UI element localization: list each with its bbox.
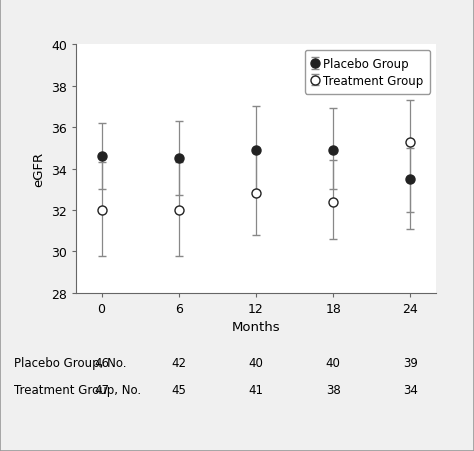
Text: 39: 39 bbox=[403, 357, 418, 369]
Text: 46: 46 bbox=[94, 357, 109, 369]
Text: Treatment Group, No.: Treatment Group, No. bbox=[14, 384, 141, 396]
Text: 45: 45 bbox=[171, 384, 186, 396]
Y-axis label: eGFR: eGFR bbox=[32, 152, 46, 187]
X-axis label: Months: Months bbox=[232, 321, 280, 334]
Text: 34: 34 bbox=[403, 384, 418, 396]
Text: 41: 41 bbox=[248, 384, 264, 396]
Text: Placebo Group, No.: Placebo Group, No. bbox=[14, 357, 127, 369]
Text: 38: 38 bbox=[326, 384, 340, 396]
Text: 42: 42 bbox=[171, 357, 186, 369]
Text: 40: 40 bbox=[326, 357, 341, 369]
Text: 47: 47 bbox=[94, 384, 109, 396]
Legend: Placebo Group, Treatment Group: Placebo Group, Treatment Group bbox=[305, 51, 430, 95]
Text: 40: 40 bbox=[248, 357, 264, 369]
